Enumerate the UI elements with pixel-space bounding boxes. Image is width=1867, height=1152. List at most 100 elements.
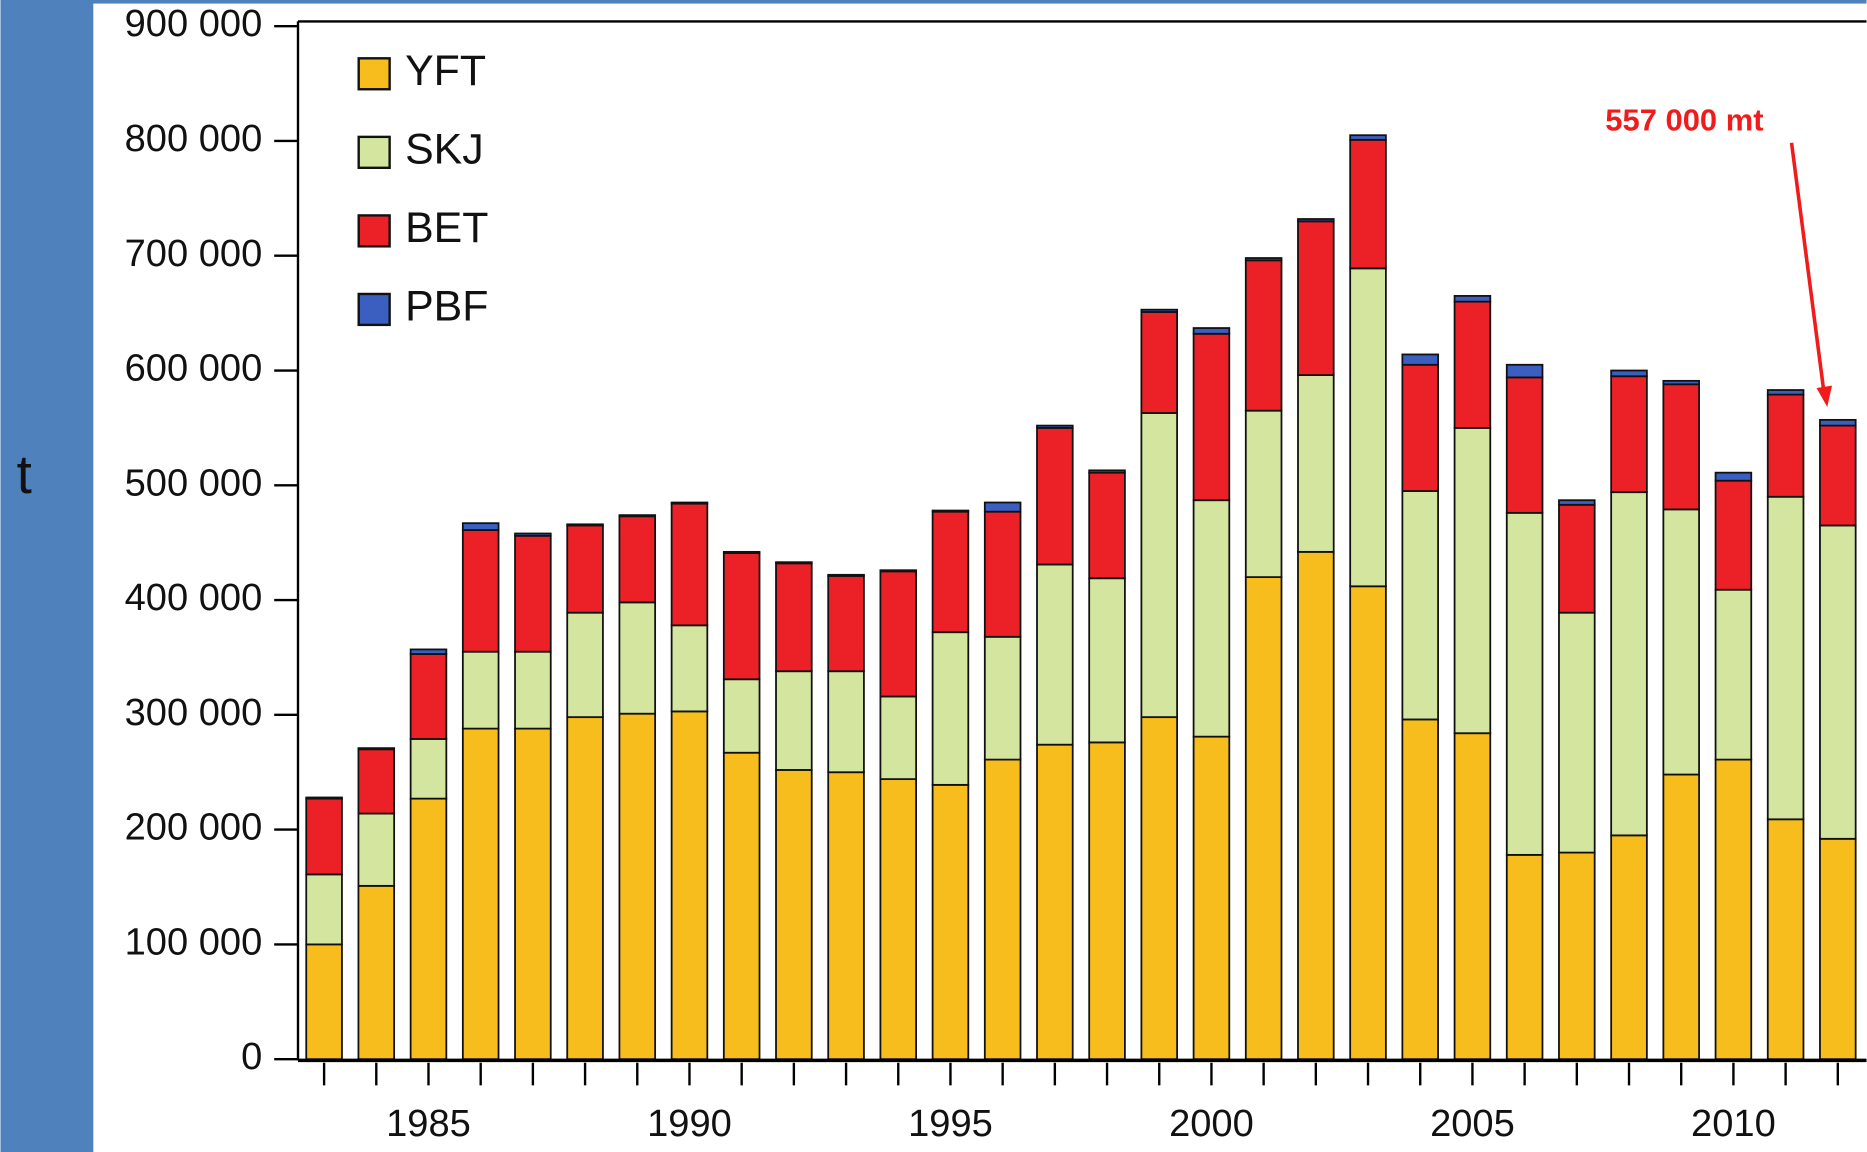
x-tick-label: 2005 (1430, 1103, 1515, 1145)
bar-segment (1192, 332, 1231, 502)
bar-segment (827, 573, 865, 577)
legend-label: BET (405, 204, 488, 252)
bar-segment (1819, 418, 1857, 427)
bar-segment (305, 797, 343, 876)
bar-segment (1453, 732, 1492, 1061)
bar-segment (983, 635, 1022, 761)
bar-segment (1714, 471, 1753, 482)
bar-segment (1819, 424, 1857, 527)
bar-segment (670, 502, 709, 627)
bar-segment (618, 712, 657, 1061)
bar-segment (1140, 308, 1178, 313)
bar-segment (461, 529, 500, 653)
y-tick-label: 300 000 (125, 692, 263, 734)
bar-segment (1244, 409, 1283, 579)
bar-segment (1662, 773, 1700, 1061)
bar-segment (983, 758, 1022, 1061)
x-tick-label: 2000 (1169, 1103, 1254, 1145)
bar-segment (618, 515, 657, 604)
bar-segment (670, 710, 709, 1061)
bar-segment (931, 631, 970, 786)
plot: 0 100 000 200 000 300 000 400 000 500 000 600 … (125, 3, 1857, 1145)
bar-segment (827, 575, 865, 673)
bar-segment (357, 748, 396, 815)
bar-segment (1036, 563, 1074, 746)
bar-segment (1558, 503, 1596, 614)
y-axis-label: t (17, 443, 32, 505)
top-band (0, 0, 1867, 4)
bar-segment (931, 510, 970, 634)
bar-segment (409, 797, 448, 1061)
bar-segment (1766, 389, 1805, 396)
bar-segment (1036, 424, 1074, 429)
bar-segment (1192, 735, 1231, 1061)
bar-segment (722, 751, 761, 1061)
bar-segment (514, 534, 552, 653)
y-tick-label: 800 000 (125, 118, 263, 160)
bar-segment (722, 550, 761, 554)
bar-segment (1140, 311, 1178, 414)
bar-segment (1088, 577, 1126, 744)
bar-segment (1558, 851, 1596, 1061)
bar-segment (931, 509, 970, 513)
bar-segment (1401, 363, 1439, 492)
bar-segment (1819, 524, 1857, 840)
bar-segment (461, 727, 500, 1061)
bar-segment (357, 747, 396, 751)
bar-segment (409, 653, 448, 740)
bar-segment (1766, 495, 1805, 821)
bar-segment (1819, 837, 1857, 1061)
bar-segment (670, 501, 709, 505)
bar-segment (879, 569, 918, 573)
bar-segment (305, 943, 343, 1061)
bar-segment (1244, 257, 1283, 262)
bar-segment (409, 738, 448, 800)
legend-swatch (357, 214, 391, 248)
bar-segment (461, 522, 500, 531)
arrow-head (1816, 385, 1833, 408)
side-band (0, 0, 94, 1152)
bar-segment (1297, 220, 1335, 376)
bar-segment (1610, 375, 1648, 494)
y-tick-label: 700 000 (125, 233, 263, 275)
bar-segment (1662, 508, 1700, 776)
bar-segment (879, 778, 918, 1061)
bar-segment (1036, 427, 1074, 566)
bar-segment (1662, 383, 1700, 511)
bar-segment (1505, 511, 1544, 856)
bar-segment (931, 783, 970, 1061)
bar-segment (514, 532, 552, 537)
bar-segment (357, 812, 396, 887)
bar-segment (305, 873, 343, 946)
bar-segment (879, 695, 918, 781)
bar-segment (1401, 490, 1439, 721)
legend-label: SKJ (405, 126, 484, 174)
bar-segment (1453, 427, 1492, 735)
bar-segment (1401, 353, 1439, 366)
bar-segment (1140, 412, 1178, 719)
bar-segment (1766, 818, 1805, 1061)
bar-segment (1349, 585, 1387, 1061)
legend-swatch (357, 292, 391, 327)
bar-segment (1714, 588, 1753, 761)
y-tick-label: 100 000 (125, 921, 263, 963)
bar-segment (1036, 743, 1074, 1061)
bar-segment (1349, 134, 1387, 141)
legend-label: YFT (405, 47, 486, 95)
bar-segment (1505, 376, 1544, 514)
x-tick-label: 1985 (386, 1103, 471, 1145)
bar-segment (566, 524, 604, 614)
bar-segment (1244, 576, 1283, 1061)
bar-segment (1349, 267, 1387, 588)
bar-segment (827, 771, 865, 1061)
bar-segment (1610, 491, 1648, 837)
bar-segment (1610, 369, 1648, 378)
bar-segment (1505, 363, 1544, 379)
bar-segment (879, 570, 918, 698)
x-tick-label: 1990 (647, 1103, 732, 1145)
bar-segment (1088, 469, 1126, 474)
bar-segment (1558, 499, 1596, 506)
bar-segment (514, 727, 552, 1061)
bar-segment (1297, 374, 1335, 553)
